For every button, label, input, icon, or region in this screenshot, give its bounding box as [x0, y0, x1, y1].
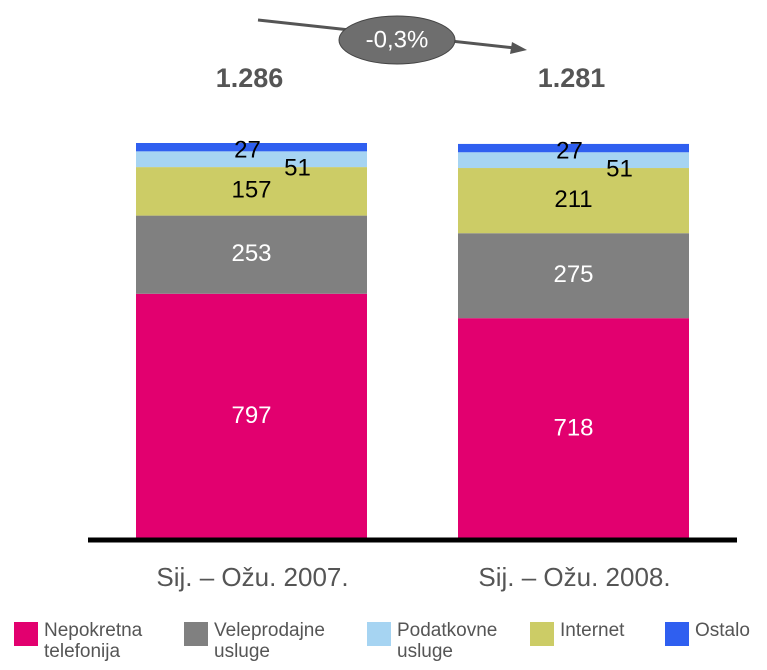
value-label: 27 [234, 137, 261, 164]
legend-swatch [14, 622, 38, 646]
annotation: -0,3% [366, 26, 429, 53]
chart: -0,3% 797 253 157 51 27 1.286 Sij. – Ožu. 2007… [88, 15, 737, 592]
bar-segment [458, 152, 689, 169]
legend-swatch [367, 622, 391, 646]
value-label: 27 [556, 137, 583, 164]
bar-segment [136, 215, 367, 294]
bar-segment [458, 168, 689, 234]
bar-segment [136, 151, 367, 168]
bar-segment [136, 167, 367, 216]
bar-segment [136, 293, 367, 540]
value-label: 797 [231, 402, 271, 429]
legend-label: Podatkovne usluge [397, 620, 498, 662]
value-label: 253 [231, 240, 271, 267]
bar-segment [458, 143, 689, 153]
x-tick-label: Sij. – Ožu. 2007. [156, 562, 348, 592]
legend-swatch [530, 622, 554, 646]
legend-label: Nepokretna telefonija [44, 620, 143, 662]
value-label: 51 [284, 155, 311, 182]
legend-swatch [665, 622, 689, 646]
bar-segment [458, 233, 689, 319]
value-label: 211 [554, 186, 592, 213]
legend-swatch [184, 622, 208, 646]
value-label: 157 [231, 177, 271, 204]
bar-segment [458, 318, 689, 540]
legend: Nepokretna telefonija Veleprodajne usluge… [0, 620, 767, 670]
legend-label: Veleprodajne usluge [214, 620, 325, 662]
value-label: 275 [553, 261, 593, 288]
x-tick-label: Sij. – Ožu. 2008. [478, 562, 670, 592]
annotation-bubble [338, 15, 456, 65]
legend-label: Internet [560, 620, 625, 641]
total-label: 1.281 [538, 63, 606, 93]
value-label: 718 [553, 414, 593, 441]
total-label: 1.286 [216, 63, 284, 93]
bar-segment [136, 143, 367, 152]
legend-label: Ostalo [695, 620, 750, 641]
arrow-head [510, 42, 527, 54]
value-label: 51 [606, 155, 633, 182]
